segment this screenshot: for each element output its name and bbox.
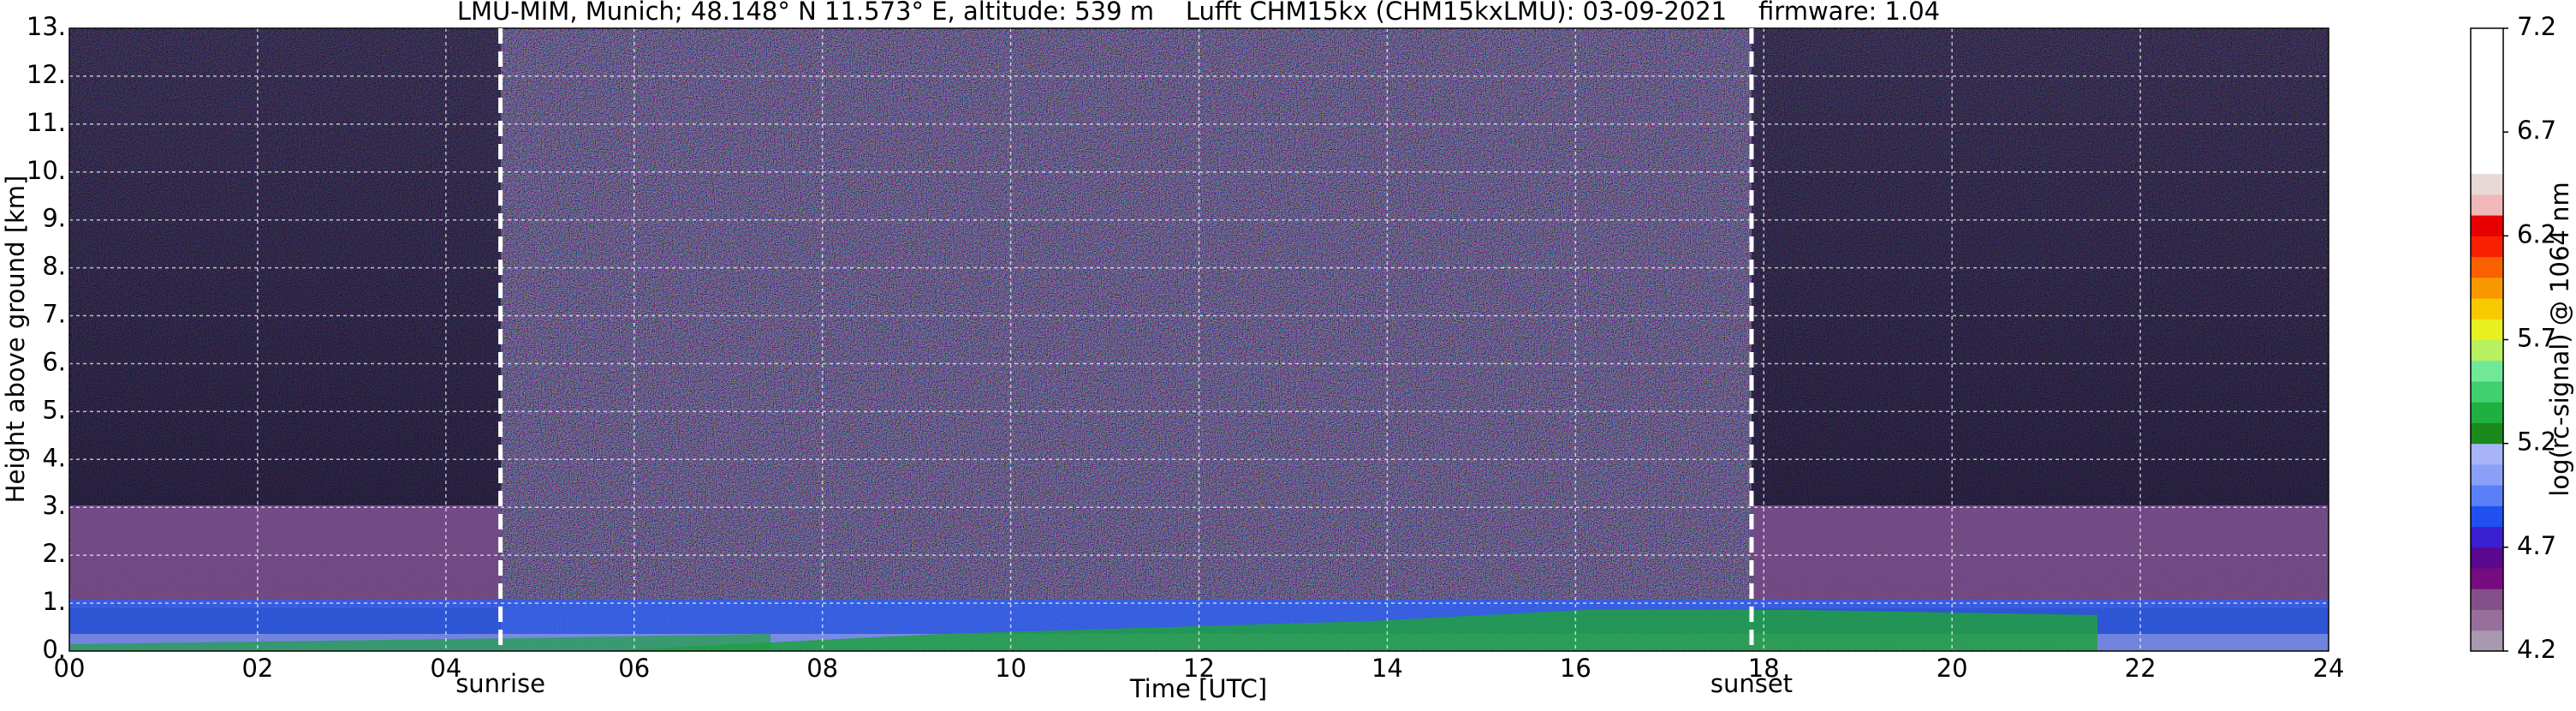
y-tick-label: 3. (42, 491, 66, 520)
y-tick-label: 9. (42, 204, 66, 233)
y-tick-label: 4. (42, 443, 66, 472)
x-tick-label: 00 (54, 654, 86, 683)
x-tick-label: 08 (806, 654, 838, 683)
colorbar-label: log(rc-signal) @ 1064 nm (2545, 182, 2574, 496)
y-tick-label: 12. (27, 60, 66, 89)
colorbar-segment (2471, 422, 2503, 445)
colorbar-segment (2471, 215, 2503, 236)
colorbar-tick-label: 5.7 (2517, 324, 2556, 353)
colorbar-segment (2471, 463, 2503, 486)
colorbar-tick-label: 4.2 (2517, 635, 2556, 664)
x-tick-label: 10 (995, 654, 1026, 683)
colorbar-segment (2471, 49, 2503, 70)
y-tick-label: 10. (27, 156, 66, 185)
colorbar-segment (2471, 69, 2503, 92)
plot-frame (68, 27, 2329, 652)
y-tick-label: 5. (42, 395, 66, 424)
colorbar-segment (2471, 443, 2503, 465)
y-tick-label: 11. (27, 108, 66, 137)
y-tick-label: 6. (42, 347, 66, 376)
x-tick-label: 22 (2125, 654, 2157, 683)
colorbar-segment (2471, 173, 2503, 195)
colorbar-segment (2471, 28, 2503, 50)
annotation-label: sunset (1710, 669, 1793, 698)
x-tick-label: 02 (241, 654, 273, 683)
colorbar-segment (2471, 132, 2503, 153)
colorbar-segment (2471, 547, 2503, 569)
x-tick-label: 20 (1936, 654, 1968, 683)
x-tick-label: 16 (1560, 654, 1591, 683)
colorbar-segment (2471, 152, 2503, 175)
colorbar-segment (2471, 111, 2503, 133)
colorbar-segment (2471, 236, 2503, 258)
x-tick-label: 12 (1183, 654, 1215, 683)
colorbar-segment (2471, 194, 2503, 216)
colorbar-tick-label: 6.2 (2517, 219, 2556, 248)
colorbar-segment (2471, 298, 2503, 320)
y-axis-label: Height above ground [km] (1, 176, 30, 504)
colorbar-segment (2471, 589, 2503, 611)
colorbar-segment (2471, 277, 2503, 299)
colorbar-tick-label: 6.7 (2517, 116, 2556, 145)
chart-title: LMU-MIM, Munich; 48.148° N 11.573° E, al… (457, 0, 1940, 26)
colorbar-tick-label: 7.2 (2517, 12, 2556, 41)
colorbar-segment (2471, 360, 2503, 382)
y-tick-label: 7. (42, 300, 66, 329)
colorbar-segment (2471, 402, 2503, 423)
y-tick-label: 1. (42, 587, 66, 616)
colorbar-segment (2471, 256, 2503, 278)
colorbar-tick-label: 5.2 (2517, 427, 2556, 457)
colorbar-segment (2471, 90, 2503, 112)
colorbar-segment (2471, 485, 2503, 506)
y-tick-label: 0. (42, 635, 66, 664)
x-tick-label: 24 (2313, 654, 2345, 683)
colorbar-segment (2471, 630, 2503, 652)
y-tick-label: 13. (27, 12, 66, 41)
colorbar-tick-label: 4.7 (2517, 531, 2556, 560)
x-axis-label: Time [UTC] (1129, 674, 1267, 703)
x-tick-label: 06 (618, 654, 650, 683)
colorbar-segment (2471, 526, 2503, 548)
colorbar-segment (2471, 380, 2503, 403)
colorbar-segment (2471, 339, 2503, 361)
colorbar-segment (2471, 568, 2503, 589)
colorbar-segment (2471, 505, 2503, 528)
colorbar-segment (2471, 609, 2503, 631)
annotation-label: sunrise (455, 669, 545, 698)
y-tick-label: 2. (42, 539, 66, 568)
y-tick-label: 8. (42, 252, 66, 281)
x-tick-label: 04 (430, 654, 461, 683)
colorbar-segment (2471, 319, 2503, 340)
x-tick-label: 18 (1748, 654, 1780, 683)
x-tick-label: 14 (1371, 654, 1403, 683)
